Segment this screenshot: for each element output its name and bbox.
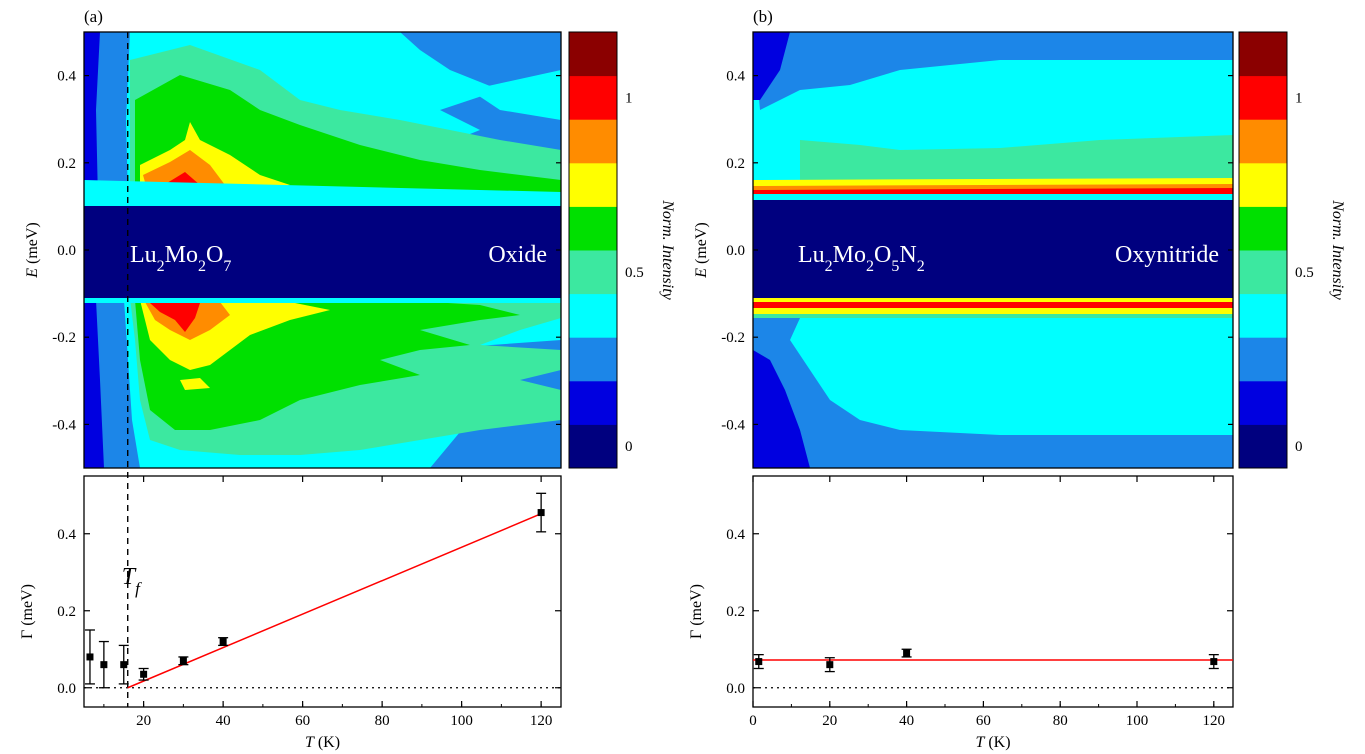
material-label: Oxide [488, 242, 547, 268]
x-tick-label: 20 [822, 713, 837, 729]
colorbar-swatch [569, 293, 617, 338]
y-tick-label: 0.2 [726, 604, 745, 620]
data-point [219, 638, 227, 646]
y-tick-label: -0.4 [721, 417, 745, 433]
heatmap-a [84, 32, 561, 468]
colorbar-tick-label: 0.5 [1295, 265, 1314, 281]
y-tick-label: -0.2 [721, 330, 745, 346]
colorbar-swatch [569, 32, 617, 77]
scatter-frame-1 [83, 475, 562, 708]
colorbar-swatch [1239, 162, 1287, 207]
colorbar-swatch [569, 119, 617, 164]
x-tick-label: 60 [976, 713, 991, 729]
y-tick-label: 0.4 [726, 69, 745, 85]
colorbar-swatch [1239, 293, 1287, 338]
colorbar-swatch [1239, 380, 1287, 425]
x-tick-label: 40 [216, 713, 231, 729]
data-point [179, 657, 187, 665]
heatmap-b [753, 32, 1233, 468]
y-axis-label: Γ (meV) [19, 584, 36, 639]
y-axis-label: Γ (meV) [688, 584, 705, 639]
compound-label: Lu2Mo2O5N2 [798, 242, 925, 275]
y-tick-label: 0.2 [57, 156, 76, 172]
data-point [826, 661, 834, 669]
colorbar-swatch [1239, 250, 1287, 295]
y-tick-label: 0.4 [57, 69, 76, 85]
y-tick-label: 0.0 [57, 681, 76, 697]
y-axis-label: E (meV) [693, 222, 710, 279]
x-tick-label: 120 [530, 713, 553, 729]
colorbar-b: 0 0.5 1 Norm. Intensity [1238, 31, 1346, 469]
colorbar-swatch [1239, 32, 1287, 77]
y-axis-label: E (meV) [24, 222, 41, 279]
colorbar-swatch [1239, 75, 1287, 120]
data-point [120, 661, 128, 669]
x-axis-label: T (K) [975, 734, 1010, 751]
colorbar-tick-label: 0 [625, 439, 633, 455]
x-tick-label: 0 [749, 713, 757, 729]
compound-label: Lu2Mo2O7 [130, 242, 231, 275]
x-tick-label: 60 [295, 713, 310, 729]
x-tick-label: 100 [1126, 713, 1149, 729]
y-tick-label: 0.0 [57, 243, 76, 259]
data-point [86, 653, 94, 661]
y-tick-label: -0.2 [52, 330, 76, 346]
panel-label-a: (a) [84, 7, 103, 26]
x-tick-label: 120 [1203, 713, 1226, 729]
colorbar-tick-label: 0 [1295, 439, 1303, 455]
colorbar-swatch [569, 75, 617, 120]
colorbar-label: Norm. Intensity [1329, 199, 1346, 300]
colorbar-a: 0 0.5 1 Norm. Intensity [568, 31, 676, 469]
scatter-frame-3 [752, 475, 1234, 708]
y-tick-label: 0.4 [57, 527, 76, 543]
panel-label-b: (b) [753, 7, 773, 26]
colorbar-swatch [569, 424, 617, 469]
colorbar-tick-label: 1 [1295, 90, 1303, 106]
y-tick-label: -0.4 [52, 417, 76, 433]
x-axis-label: T (K) [305, 734, 340, 751]
colorbar-swatch [569, 206, 617, 251]
colorbar-swatch [1239, 337, 1287, 382]
colorbar-swatch [1239, 424, 1287, 469]
y-tick-label: 0.0 [726, 681, 745, 697]
x-tick-label: 80 [375, 713, 390, 729]
x-tick-label: 100 [450, 713, 473, 729]
y-tick-label: 0.2 [57, 604, 76, 620]
data-point [140, 670, 148, 678]
colorbar-swatch [569, 380, 617, 425]
colorbar-swatch [569, 337, 617, 382]
y-tick-label: 0.4 [726, 527, 745, 543]
colorbar-swatch [1239, 119, 1287, 164]
colorbar-swatch [1239, 206, 1287, 251]
colorbar-swatch [569, 162, 617, 207]
data-point [1210, 658, 1218, 666]
y-tick-label: 0.2 [726, 156, 745, 172]
data-point [100, 661, 108, 669]
material-label: Oxynitride [1115, 242, 1219, 268]
x-tick-label: 40 [899, 713, 914, 729]
y-tick-label: 0.0 [726, 243, 745, 259]
colorbar-label: Norm. Intensity [659, 199, 676, 300]
colorbar-swatch [569, 250, 617, 295]
fit-line [127, 513, 542, 689]
tf-annotation: Tf [122, 564, 142, 598]
x-tick-label: 80 [1053, 713, 1068, 729]
colorbar-frame [1238, 31, 1288, 469]
colorbar-frame [568, 31, 618, 469]
data-point [755, 658, 763, 666]
colorbar-tick-label: 0.5 [625, 265, 644, 281]
x-tick-label: 20 [136, 713, 151, 729]
colorbar-tick-label: 1 [625, 90, 633, 106]
data-point [903, 649, 911, 657]
data-point [537, 509, 545, 517]
